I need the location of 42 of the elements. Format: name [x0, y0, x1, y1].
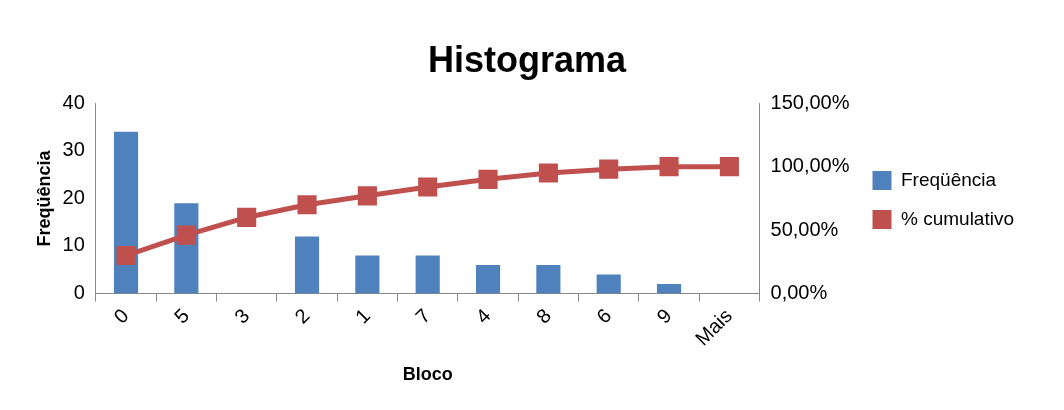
x-axis-title: Bloco — [402, 364, 453, 385]
x-tick-label: 1 — [350, 304, 375, 328]
x-tick-label: 2 — [290, 304, 314, 328]
y-tick-label: 0 — [73, 281, 85, 304]
chart-title: Histograma — [427, 38, 627, 80]
bar — [355, 255, 380, 294]
y2-tick-label: 100,00% — [770, 154, 850, 177]
point — [297, 195, 317, 215]
x-tick-label: 7 — [411, 304, 435, 328]
y2-tick-label: 150,00% — [770, 90, 850, 113]
legend-label: % cumulativo — [901, 207, 1015, 229]
y2-tick-label: 0,00% — [770, 281, 828, 304]
bar — [475, 265, 501, 294]
x-tick-label: 5 — [169, 304, 194, 328]
y2-tick-label: 50,00% — [770, 217, 839, 240]
bar — [596, 274, 621, 294]
y-tick-label: 30 — [62, 138, 85, 161]
bar — [656, 284, 682, 294]
x-tick-label: 8 — [531, 304, 556, 328]
x-tick-label: 9 — [652, 304, 676, 328]
point — [719, 157, 739, 177]
point — [357, 186, 377, 206]
point — [599, 159, 619, 179]
x-tick-label: 3 — [229, 304, 254, 328]
point — [418, 177, 438, 197]
x-tick-label: 0 — [109, 304, 133, 328]
bar — [536, 265, 561, 294]
x-tick-label: 6 — [592, 304, 616, 328]
bar — [294, 236, 320, 294]
y-tick-label: 40 — [62, 90, 85, 113]
point — [659, 157, 679, 177]
point — [237, 207, 257, 227]
point — [478, 169, 498, 189]
x-tick-label: 4 — [471, 304, 495, 328]
point — [538, 163, 558, 183]
point — [116, 245, 136, 266]
bar — [415, 255, 440, 294]
point — [176, 225, 196, 245]
y-axis-title: Freqüência — [33, 149, 54, 247]
y-tick-label: 10 — [62, 233, 85, 256]
legend-label: Freqüência — [901, 168, 997, 190]
y-tick-label: 20 — [62, 185, 85, 208]
